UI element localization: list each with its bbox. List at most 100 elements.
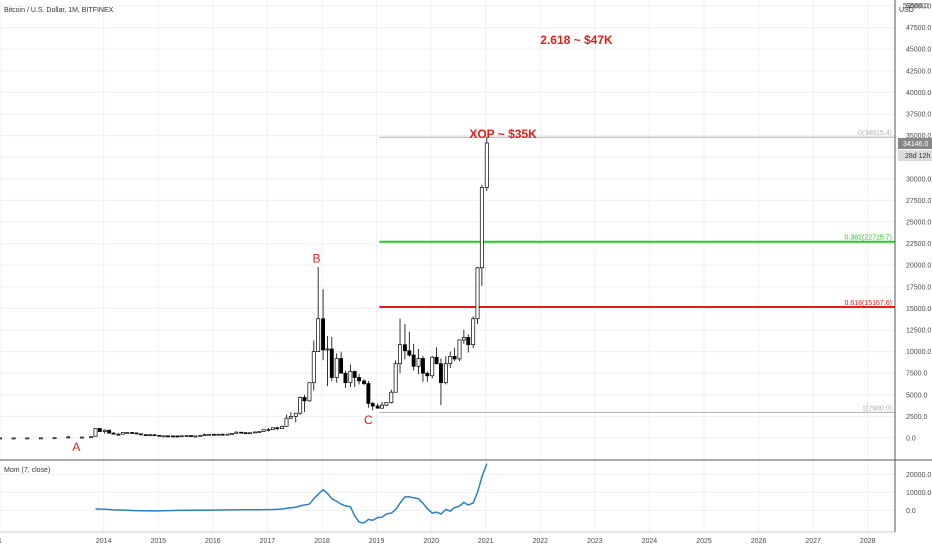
currency-label: USD xyxy=(899,7,914,14)
candle-body-71 xyxy=(380,404,384,409)
candle-body-76 xyxy=(402,344,407,352)
candle-body-22 xyxy=(157,434,162,437)
time-tick-9: 2022 xyxy=(532,538,548,545)
price-tick-10: 25000.0 xyxy=(906,220,931,227)
price-tick-2: 5000.0 xyxy=(906,392,928,399)
price-tick-4: 10000.0 xyxy=(906,349,931,356)
wave-label-a: A xyxy=(72,440,80,454)
candle-body-44 xyxy=(257,431,262,433)
candle-body-13 xyxy=(116,433,121,436)
candle-body-53 xyxy=(298,397,303,414)
candle-body-47 xyxy=(270,427,275,430)
candle-body-59 xyxy=(325,348,330,351)
candle-body-40 xyxy=(239,431,244,434)
candle-body-65 xyxy=(352,371,357,378)
top-partial-tick: 52500.0 xyxy=(903,3,928,10)
candle-body-33 xyxy=(207,433,211,436)
candle-body-88 xyxy=(457,339,462,360)
time-tick-1: 2014 xyxy=(96,538,112,545)
time-tick-0: 1 xyxy=(0,538,2,545)
time-tick-14: 2027 xyxy=(805,538,821,545)
candle-body-46 xyxy=(266,429,271,431)
candle-body-39 xyxy=(234,431,239,434)
candle-body-61 xyxy=(334,358,339,378)
candle-body-92 xyxy=(475,267,480,320)
price-tick-5: 12500.0 xyxy=(906,328,931,335)
candle-body-67 xyxy=(362,380,366,384)
candle-body-51 xyxy=(288,416,293,419)
candle-body-64 xyxy=(348,371,353,384)
fib-label-1: 0.382(22715.7) xyxy=(845,235,892,242)
time-tick-12: 2025 xyxy=(696,538,712,545)
time-axis[interactable]: 1 2014 2015 2016 2017 2018 2019 2020 2021 2022 202… xyxy=(0,538,876,545)
mom-tick-0: 0.0 xyxy=(906,508,916,515)
candle-body-1 xyxy=(11,437,16,440)
momentum-axis[interactable]: 0.0 10000.0 20000.0 xyxy=(906,472,931,515)
price-tick-0: 0.0 xyxy=(906,436,916,443)
candle-body-78 xyxy=(411,354,416,367)
candle-body-2 xyxy=(25,437,30,440)
candle-body-23 xyxy=(161,435,166,438)
candle-body-89 xyxy=(461,336,466,341)
candle-body-52 xyxy=(293,412,298,417)
candle-body-82 xyxy=(430,356,435,377)
price-tick-15: 37500.0 xyxy=(906,112,931,119)
candle-body-25 xyxy=(171,435,175,438)
candle-body-81 xyxy=(425,372,430,377)
price-tick-1: 2500.0 xyxy=(906,414,928,421)
candlestick-series xyxy=(0,137,489,440)
last-price-tag: 34146.0 xyxy=(898,138,932,149)
price-tick-14: 35000.0 xyxy=(906,133,931,140)
last-price-label: 34146.0 xyxy=(903,141,928,148)
mom-tick-2: 20000.0 xyxy=(906,472,931,479)
candle-body-90 xyxy=(466,336,471,346)
candle-body-58 xyxy=(321,318,326,351)
price-tick-6: 15000.0 xyxy=(906,306,931,313)
candle-body-74 xyxy=(393,363,398,393)
fibonacci-retracement[interactable]: 0(34815.4) 0.382(22715.7) 0.618(15167.6) 1(… xyxy=(379,130,895,413)
candle-body-68 xyxy=(366,383,371,404)
candle-body-54 xyxy=(302,397,307,402)
candle-body-55 xyxy=(307,382,312,402)
time-tick-5: 2018 xyxy=(314,538,330,545)
price-tick-18: 45000.0 xyxy=(906,47,931,54)
price-tick-3: 7500.0 xyxy=(906,371,928,378)
candle-body-56 xyxy=(311,351,316,384)
price-tick-8: 20000.0 xyxy=(906,263,931,270)
candle-body-57 xyxy=(316,318,321,352)
candle-body-43 xyxy=(252,431,257,434)
time-tick-10: 2023 xyxy=(587,538,603,545)
candle-body-93 xyxy=(479,187,484,269)
fib-label-0: 0(34815.4) xyxy=(858,130,892,137)
time-tick-6: 2019 xyxy=(369,538,385,545)
candle-body-73 xyxy=(389,391,394,403)
candle-body-62 xyxy=(339,358,344,374)
time-tick-4: 2017 xyxy=(260,538,276,545)
candle-body-35 xyxy=(216,433,221,436)
candle-body-10 xyxy=(102,429,107,432)
candle-body-94 xyxy=(484,142,489,188)
price-tick-11: 27500.0 xyxy=(906,198,931,205)
candle-body-21 xyxy=(152,434,157,437)
price-axis[interactable]: 0.0 2500.0 5000.0 7500.0 10000.0 12500.0 15000… xyxy=(906,4,931,443)
candle-body-36 xyxy=(220,433,225,436)
price-tick-17: 42500.0 xyxy=(906,68,931,75)
candle-body-18 xyxy=(138,433,143,436)
candle-body-80 xyxy=(420,358,425,374)
candle-body-37 xyxy=(225,433,230,436)
candle-body-42 xyxy=(247,432,252,435)
candle-body-77 xyxy=(407,350,412,356)
candle-body-86 xyxy=(448,356,453,365)
candle-body-17 xyxy=(134,432,139,435)
candle-body-27 xyxy=(179,435,184,438)
candle-body-0 xyxy=(0,437,2,440)
candle-body-69 xyxy=(370,403,375,407)
candle-body-9 xyxy=(97,428,102,432)
fib-label-3: 1(2980.0) xyxy=(862,405,892,412)
candle-body-41 xyxy=(243,432,248,434)
candle-body-28 xyxy=(184,435,189,437)
candle-body-60 xyxy=(329,348,334,378)
time-tick-11: 2024 xyxy=(642,538,658,545)
candle-body-31 xyxy=(198,434,203,437)
